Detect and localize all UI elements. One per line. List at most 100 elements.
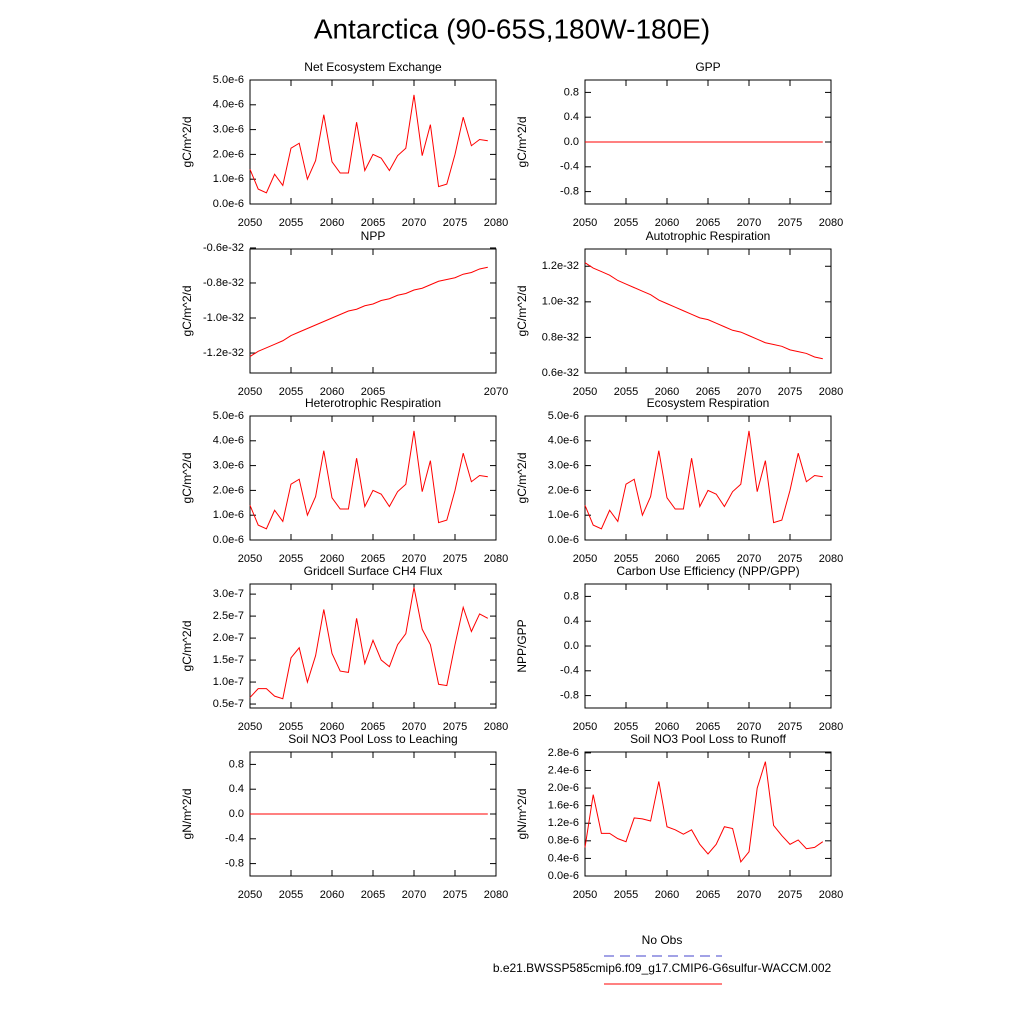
x-tick-label: 2075: [443, 721, 467, 733]
panel-title: Carbon Use Efficiency (NPP/GPP): [616, 564, 799, 578]
plot-frame: [584, 583, 832, 709]
y-axis-label: gN/m^2/d: [515, 789, 529, 840]
x-tick-label: 2050: [573, 217, 597, 229]
x-tick-label: 2060: [655, 889, 679, 901]
y-tick-label: 2.0e-6: [548, 782, 579, 794]
x-tick-label: 2065: [696, 889, 720, 901]
series-line: [249, 430, 488, 530]
x-tick-label: 2065: [696, 721, 720, 733]
y-tick-label: 0.4: [564, 615, 579, 627]
x-tick-label: 2050: [238, 889, 262, 901]
x-tick-label: 2080: [819, 721, 843, 733]
x-tick-label: 2060: [655, 386, 679, 398]
panel: Soil NO3 Pool Loss to Runoff gN/m^2/d 0.0e…: [515, 732, 843, 901]
x-tick-label: 2060: [320, 386, 344, 398]
y-tick-label: 1.0e-6: [213, 173, 244, 185]
plot-frame: [584, 415, 832, 541]
plot-frame: [584, 751, 832, 877]
x-tick-label: 2060: [320, 217, 344, 229]
series-line: [249, 94, 488, 194]
series-line: [584, 262, 823, 360]
x-tick-label: 2055: [614, 386, 638, 398]
y-tick-label: -0.4: [560, 665, 579, 677]
panel: Carbon Use Efficiency (NPP/GPP) NPP/GPP -0…: [515, 564, 843, 733]
x-tick-label: 2070: [402, 721, 426, 733]
x-tick-label: 2055: [279, 889, 303, 901]
y-axis-label: gN/m^2/d: [180, 789, 194, 840]
x-tick-label: 2050: [573, 721, 597, 733]
y-tick-label: 2.4e-6: [548, 764, 579, 776]
y-tick-label: 4.0e-6: [213, 435, 244, 447]
y-tick-label: 0.8: [564, 590, 579, 602]
x-tick-label: 2070: [737, 386, 761, 398]
y-tick-label: 0.6e-32: [542, 367, 579, 379]
panel-title: Ecosystem Respiration: [647, 396, 770, 410]
y-tick-label: 5.0e-6: [548, 410, 579, 422]
y-tick-label: 1.0e-6: [213, 509, 244, 521]
y-tick-label: 0.0: [564, 640, 579, 652]
x-tick-label: 2060: [320, 721, 344, 733]
y-tick-label: 0.8: [229, 758, 244, 770]
y-tick-label: 1.0e-32: [542, 296, 579, 308]
y-tick-label: -0.4: [560, 161, 579, 173]
panel: Heterotrophic Respiration gC/m^2/d 0.0e-6 1…: [180, 396, 508, 565]
series-line: [584, 761, 824, 864]
legend-label: No Obs: [642, 933, 683, 947]
x-tick-label: 2060: [655, 553, 679, 565]
x-tick-label: 2050: [238, 217, 262, 229]
x-tick-label: 2065: [361, 553, 385, 565]
y-tick-label: 0.8e-6: [548, 835, 579, 847]
panel: GPP gC/m^2/d -0.8 -0.4 0.0 0.4 0.8 2050 2055 2060…: [515, 60, 843, 229]
x-tick-label: 2080: [819, 386, 843, 398]
y-tick-label: 0.0e-6: [548, 870, 579, 882]
plot-frame: [249, 79, 497, 205]
y-tick-label: 3.0e-6: [213, 460, 244, 472]
y-axis-label: gC/m^2/d: [515, 453, 529, 504]
y-tick-label: 4.0e-6: [213, 99, 244, 111]
y-tick-label: 1.2e-32: [542, 260, 579, 272]
y-tick-label: 1.5e-7: [213, 654, 244, 666]
y-tick-label: 5.0e-6: [213, 410, 244, 422]
y-tick-label: 4.0e-6: [548, 435, 579, 447]
x-tick-label: 2050: [573, 386, 597, 398]
y-tick-label: 0.8: [564, 86, 579, 98]
x-tick-label: 2060: [320, 553, 344, 565]
y-tick-label: 1.0e-6: [548, 509, 579, 521]
y-tick-label: -1.2e-32: [203, 347, 244, 359]
x-tick-label: 2075: [778, 553, 802, 565]
y-tick-label: 2.0e-7: [213, 632, 244, 644]
x-tick-label: 2080: [484, 721, 508, 733]
panel: Net Ecosystem Exchange gC/m^2/d 0.0e-6 1.0e…: [180, 60, 508, 229]
series-line: [584, 430, 823, 530]
x-tick-label: 2075: [443, 217, 467, 229]
x-tick-label: 2060: [320, 889, 344, 901]
x-tick-label: 2080: [819, 553, 843, 565]
x-tick-label: 2075: [443, 889, 467, 901]
x-tick-label: 2070: [484, 386, 508, 398]
panel-title: Gridcell Surface CH4 Flux: [304, 564, 443, 578]
y-tick-label: -0.8e-32: [203, 277, 244, 289]
panel-title: Soil NO3 Pool Loss to Leaching: [288, 732, 457, 746]
x-tick-label: 2070: [402, 889, 426, 901]
x-tick-label: 2075: [778, 386, 802, 398]
x-tick-label: 2065: [696, 217, 720, 229]
figure-title: Antarctica (90-65S,180W-180E): [314, 13, 710, 44]
panel-title: Net Ecosystem Exchange: [304, 60, 442, 74]
panel: Gridcell Surface CH4 Flux gC/m^2/d 0.5e-7 1…: [180, 564, 508, 733]
panel: Ecosystem Respiration gC/m^2/d 0.0e-6 1.0e-…: [515, 396, 843, 565]
panel: NPP gC/m^2/d -1.2e-32 -1.0e-32 -0.8e-32 -0.6e…: [180, 229, 508, 398]
y-tick-label: 0.0e-6: [213, 198, 244, 210]
x-tick-label: 2055: [279, 217, 303, 229]
x-tick-label: 2060: [655, 217, 679, 229]
y-tick-label: 0.0: [564, 136, 579, 148]
x-tick-label: 2065: [696, 553, 720, 565]
y-tick-label: -0.4: [225, 833, 244, 845]
y-tick-label: 5.0e-6: [213, 74, 244, 86]
y-tick-label: 1.2e-6: [548, 817, 579, 829]
plot-frame: [249, 583, 497, 709]
y-tick-label: -0.8: [225, 858, 244, 870]
plot-frame: [249, 248, 497, 374]
y-tick-label: 2.8e-6: [548, 747, 579, 759]
